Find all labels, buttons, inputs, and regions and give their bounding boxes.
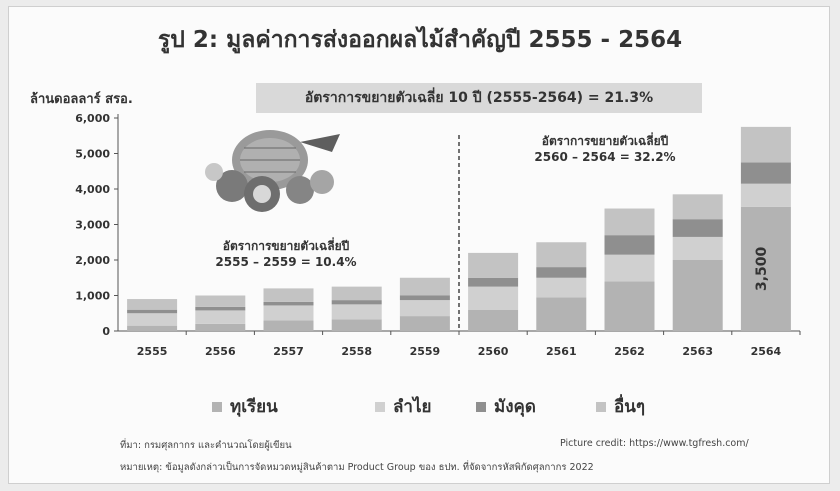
bar-segment-durian-2557 [263,320,314,331]
x-tick-label-2560: 2560 [478,345,509,358]
bar-segment-other-2563 [672,194,723,220]
bar-segment-durian-2555 [127,325,178,331]
bar-segment-mangosteen-2557 [263,301,314,306]
bar-segment-durian-2564 [740,206,791,331]
growth-annotation-2555-2559: อัตราการขยายตัวเฉลี่ยปี 2555 – 2559 = 10… [215,239,357,269]
bar-segment-longan-2558 [331,304,382,320]
overall-growth-box: อัตราการขยายตัวเฉลี่ย 10 ปี (2555-2564) … [256,83,702,113]
bar-segment-other-2564 [740,126,791,163]
bar-segment-longan-2556 [195,310,246,324]
bar-segment-durian-2559 [399,316,450,331]
bar-segment-longan-2559 [399,300,450,317]
bar-segment-longan-2564 [740,183,791,207]
bar-segment-other-2559 [399,277,450,296]
bar-segment-longan-2562 [604,254,655,282]
y-tick-label: 6,000 [75,112,110,125]
legend-swatch-mangosteen [476,401,486,412]
footnote: หมายเหตุ: ข้อมูลดังกล่าวเป็นการจัดหมวดหม… [120,462,594,473]
bar-segment-mangosteen-2559 [399,295,450,301]
y-tick-label: 4,000 [75,183,110,196]
x-tick-label-2557: 2557 [273,345,304,358]
legend-swatch-other [596,401,606,412]
legend-item-durian: ทุเรียน [212,393,278,420]
y-axis-unit: ล้านดอลลาร์ สรอ. [30,92,133,107]
bar-segment-mangosteen-2555 [127,309,178,314]
picture-credit: Picture credit: https://www.tgfresh.com/ [560,438,749,449]
legend-item-mangosteen: มังคุด [476,393,536,420]
bar-segment-durian-2561 [536,297,587,331]
bar-segment-durian-2563 [672,260,723,331]
bar-segment-mangosteen-2562 [604,235,655,255]
chart-title: รูป 2: มูลค่าการส่งออกผลไม้สำคัญปี 2555 … [157,27,683,53]
bar-segment-other-2557 [263,288,314,302]
legend-swatch-durian [212,401,222,412]
bar-segment-mangosteen-2560 [468,277,519,287]
x-tick-label-2558: 2558 [341,345,372,358]
legend-item-longan: ลำไย [375,393,431,420]
bar-segment-longan-2555 [127,313,178,326]
y-tick-label: 0 [102,325,110,338]
x-tick-label-2559: 2559 [410,345,441,358]
x-tick-label-2555: 2555 [137,345,168,358]
bar-segment-durian-2556 [195,323,246,331]
bar-segment-longan-2557 [263,305,314,321]
x-tick-label-2564: 2564 [751,345,782,358]
bar-segment-durian-2558 [331,319,382,331]
bar-segment-durian-2560 [468,309,519,331]
fruit-basket-illustration [205,130,340,212]
bar-segment-longan-2560 [468,286,519,310]
x-tick-label-2563: 2563 [682,345,713,358]
bar-segment-mangosteen-2556 [195,306,246,311]
bar-segment-other-2556 [195,295,246,307]
data-label-2564: 3,500 [754,246,770,291]
legend-item-other: อื่นๆ [596,393,645,420]
legend-swatch-longan [375,401,385,412]
bar-segment-other-2560 [468,252,519,278]
bar-segment-other-2555 [127,299,178,310]
bar-segment-longan-2561 [536,277,587,298]
y-tick-label: 2,000 [75,254,110,267]
growth-annotation-2560-2564: อัตราการขยายตัวเฉลี่ยปี 2560 – 2564 = 32… [534,134,676,164]
bar-segment-longan-2563 [672,236,723,260]
y-tick-label: 1,000 [75,290,110,303]
bar-segment-durian-2562 [604,281,655,331]
bar-segment-mangosteen-2561 [536,267,587,278]
bar-segment-mangosteen-2558 [331,300,382,305]
bar-segment-mangosteen-2563 [672,219,723,237]
bar-segment-other-2558 [331,286,382,301]
bar-segment-other-2561 [536,242,587,268]
x-tick-label-2556: 2556 [205,345,236,358]
bar-segment-mangosteen-2564 [740,162,791,184]
source-note: ที่มา: กรมศุลกากร และคำนวณโดยผู้เขียน [120,440,292,451]
y-tick-label: 3,000 [75,219,110,232]
x-tick-label-2562: 2562 [614,345,645,358]
bar-segment-other-2562 [604,208,655,236]
y-tick-label: 5,000 [75,148,110,161]
x-tick-label-2561: 2561 [546,345,577,358]
